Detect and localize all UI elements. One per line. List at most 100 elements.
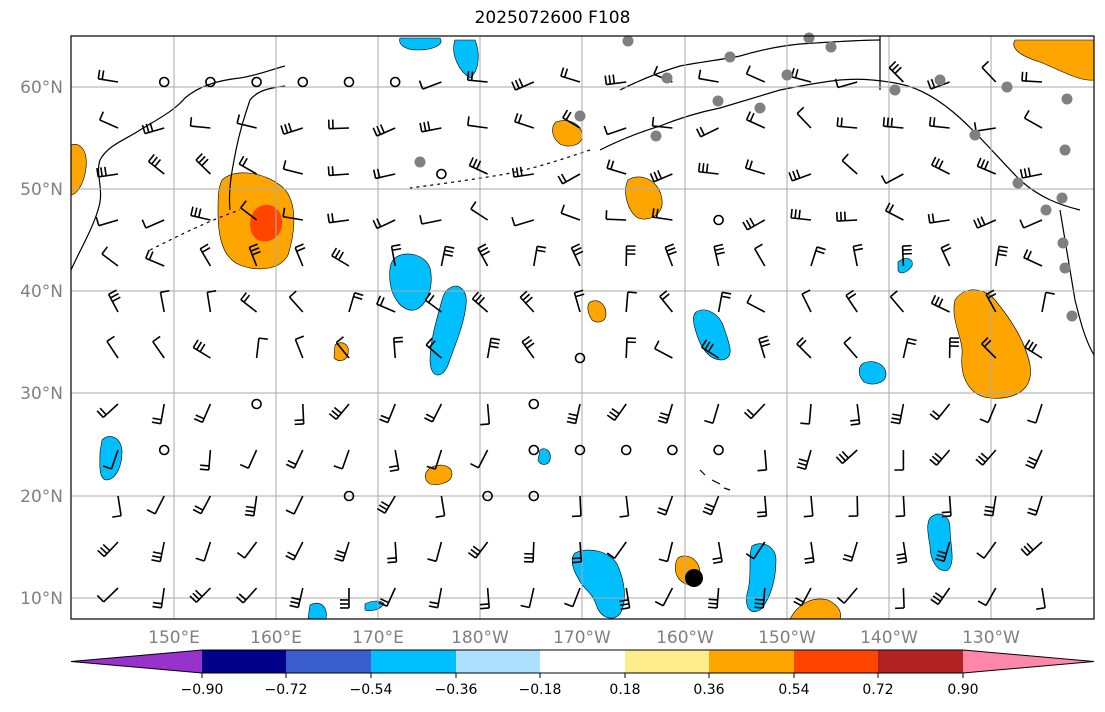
colorbar-tick-label: 0.18 bbox=[609, 682, 640, 698]
wind-barb bbox=[625, 337, 637, 359]
wind-barb bbox=[619, 587, 631, 611]
wind-barb bbox=[788, 169, 812, 182]
wind-barb bbox=[334, 541, 350, 562]
wind-barb bbox=[745, 111, 766, 129]
wind-barb bbox=[151, 403, 165, 425]
lon-label: 170°W bbox=[553, 628, 611, 648]
station-dot bbox=[1061, 93, 1073, 105]
wind-barb bbox=[285, 449, 304, 469]
wind-barb bbox=[466, 116, 488, 129]
wind-barb bbox=[96, 403, 119, 419]
colorbar-segment bbox=[709, 650, 794, 673]
wind-barb bbox=[605, 210, 627, 221]
calm-markers bbox=[158, 76, 724, 502]
wind-barb bbox=[664, 243, 677, 267]
wind-barb bbox=[141, 219, 165, 229]
wind-barb bbox=[566, 403, 581, 425]
wind-barb bbox=[977, 587, 997, 607]
colorbar-segment bbox=[625, 650, 709, 673]
calm-circle bbox=[528, 444, 540, 456]
positive-anomaly-region bbox=[587, 300, 607, 323]
wind-barb bbox=[193, 403, 212, 424]
wind-barb bbox=[1041, 291, 1055, 313]
wind-barb bbox=[649, 170, 673, 183]
wind-barb bbox=[708, 587, 720, 609]
wind-barb bbox=[146, 495, 165, 515]
wind-barb bbox=[796, 336, 812, 359]
wind-barb bbox=[973, 216, 997, 229]
wind-barb bbox=[754, 587, 766, 609]
calm-circle bbox=[574, 352, 586, 364]
station-dot bbox=[724, 51, 736, 63]
wind-barb bbox=[700, 339, 720, 359]
wind-barb bbox=[440, 245, 455, 267]
wind-barb bbox=[288, 290, 304, 313]
colorbar-tick-label: 0.36 bbox=[693, 682, 724, 698]
wind-barb bbox=[372, 218, 396, 230]
wind-barb bbox=[890, 403, 905, 425]
wind-barb bbox=[902, 337, 917, 359]
graticule bbox=[71, 36, 1094, 619]
wind-barb bbox=[514, 112, 535, 129]
wind-barb bbox=[147, 153, 165, 175]
calm-circle bbox=[251, 398, 262, 410]
wind-barb bbox=[376, 495, 396, 514]
wind-barb bbox=[753, 243, 766, 267]
wind-barb bbox=[745, 65, 766, 83]
wind-barb bbox=[841, 153, 858, 175]
wind-barb bbox=[836, 587, 858, 604]
positive-anomaly-region bbox=[70, 144, 87, 196]
negative-anomaly-region bbox=[858, 361, 887, 385]
wind-barb bbox=[533, 245, 547, 267]
wind-barb bbox=[698, 69, 719, 83]
wind-barb bbox=[606, 159, 627, 175]
wind-barb bbox=[619, 495, 630, 518]
calm-circle bbox=[620, 444, 632, 456]
wind-barb bbox=[894, 449, 905, 471]
wind-barb bbox=[697, 162, 719, 175]
wind-barb bbox=[424, 403, 443, 423]
wind-barb bbox=[244, 495, 258, 517]
colorbar-tick-label: −0.90 bbox=[181, 682, 224, 698]
wind-barb bbox=[743, 403, 766, 420]
wind-barb bbox=[940, 243, 952, 267]
wind-barb bbox=[606, 541, 627, 559]
wind-barb bbox=[927, 213, 950, 224]
wind-barb bbox=[331, 247, 350, 267]
wind-barb bbox=[1027, 495, 1043, 516]
station-dot bbox=[712, 95, 724, 107]
calm-circle bbox=[343, 490, 355, 502]
wind-barb bbox=[195, 541, 212, 562]
wind-barb bbox=[428, 587, 443, 609]
wind-barb bbox=[466, 71, 488, 83]
wind-barb bbox=[1021, 71, 1043, 83]
colorbar-segment bbox=[878, 650, 963, 673]
wind-barb bbox=[151, 541, 165, 563]
calm-circle bbox=[389, 76, 401, 88]
wind-barb bbox=[190, 206, 211, 221]
wind-barb bbox=[106, 335, 119, 359]
wind-barb bbox=[888, 60, 904, 83]
wind-barb bbox=[348, 292, 364, 313]
wind-barb bbox=[929, 449, 951, 466]
wind-barb bbox=[1023, 249, 1043, 267]
wind-barb bbox=[800, 403, 812, 425]
wind-barb bbox=[236, 541, 258, 559]
negative-anomaly-region bbox=[429, 285, 467, 376]
wind-barb bbox=[236, 114, 257, 129]
station-dot bbox=[414, 156, 426, 168]
lat-label: 30°N bbox=[20, 384, 63, 404]
wind-barb bbox=[742, 217, 766, 231]
wind-barb bbox=[796, 449, 812, 470]
wind-barb bbox=[282, 207, 303, 221]
wind-barb bbox=[327, 213, 350, 224]
wind-barb bbox=[745, 541, 766, 560]
lat-label: 10°N bbox=[20, 589, 63, 609]
wind-barb bbox=[845, 289, 858, 313]
wind-barb bbox=[1020, 541, 1043, 556]
wind-barb bbox=[199, 449, 212, 471]
wind-barb bbox=[101, 246, 119, 267]
wind-barb bbox=[521, 335, 535, 359]
calm-circle bbox=[436, 168, 447, 180]
wind-barb bbox=[425, 337, 442, 359]
